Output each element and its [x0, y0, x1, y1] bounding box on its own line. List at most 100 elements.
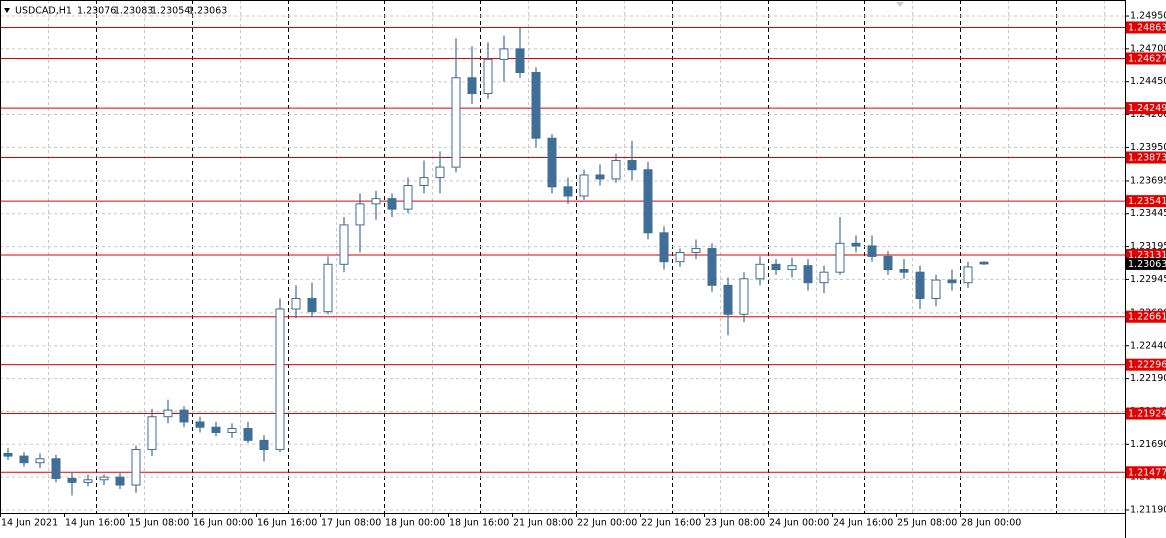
- level-label: 1.21477: [1128, 467, 1166, 478]
- candle-body: [611, 160, 621, 180]
- level-tag: [1126, 52, 1166, 65]
- x-tick-label: 21 Jun 08:00: [513, 518, 573, 529]
- price-label: 1.23063: [1128, 259, 1166, 270]
- y-tick-label: 1.23950: [1130, 142, 1166, 153]
- level-label: 1.24863: [1128, 22, 1166, 33]
- candle-body: [371, 198, 381, 205]
- shift-marker: [896, 2, 904, 7]
- y-tick-label: 1.23195: [1130, 241, 1166, 252]
- x-tick-label: 16 Jun 00:00: [193, 518, 253, 529]
- x-tick-label: 23 Jun 08:00: [705, 518, 765, 529]
- candle-body: [83, 479, 93, 483]
- level-label: 1.23541: [1128, 196, 1166, 207]
- level-tag: [1126, 407, 1166, 420]
- candle-body: [307, 297, 317, 313]
- menu-arrow[interactable]: [4, 8, 10, 13]
- candle-body: [579, 174, 589, 197]
- header-low: 1.23054: [151, 6, 190, 17]
- header-high: 1.23083: [114, 6, 153, 17]
- level-tag: [1126, 102, 1166, 115]
- candle-body: [723, 284, 733, 315]
- candle-body: [419, 177, 429, 186]
- y-tick-label: 1.24700: [1130, 43, 1166, 54]
- candle-body: [627, 160, 637, 171]
- x-tick-label: 15 Jun 08:00: [129, 518, 189, 529]
- candle-body: [531, 72, 541, 139]
- candle-body: [819, 271, 829, 284]
- candle-body: [259, 439, 269, 451]
- candle-body: [147, 416, 157, 451]
- candle-body: [179, 409, 189, 423]
- candle-body: [195, 421, 205, 428]
- x-tick-label: 24 Jun 00:00: [769, 518, 829, 529]
- chart-title: USDCAD,H1: [15, 6, 72, 17]
- candle-body: [563, 186, 573, 197]
- candle-body: [99, 476, 109, 481]
- candle-body: [227, 428, 237, 433]
- level-label: 1.22296: [1128, 360, 1166, 371]
- x-tick-label: 18 Jun 00:00: [385, 518, 445, 529]
- candle-body: [387, 198, 397, 210]
- y-tick-label: 1.22190: [1130, 373, 1166, 384]
- candle-body: [467, 77, 477, 95]
- level-tag: [1126, 358, 1166, 371]
- x-tick-label: 24 Jun 16:00: [833, 518, 893, 529]
- x-tick-label: 22 Jun 16:00: [641, 518, 701, 529]
- y-tick-label: 1.23445: [1130, 208, 1166, 219]
- x-tick-label: 25 Jun 08:00: [897, 518, 957, 529]
- level-label: 1.24249: [1128, 103, 1166, 114]
- candle-body: [243, 428, 253, 441]
- y-tick-label: 1.21690: [1130, 439, 1166, 450]
- level-label: 1.23873: [1128, 153, 1166, 164]
- candle-body: [339, 224, 349, 265]
- y-tick-label: 1.22945: [1130, 274, 1166, 285]
- candle-body: [131, 449, 141, 486]
- grid-layer: [0, 0, 1125, 513]
- candle-body: [867, 245, 877, 257]
- axis-layer: 1.24950 1.24700 1.24450 1.24200 1.23950 1.236…: [0, 11, 1166, 529]
- candle-body: [67, 477, 77, 483]
- x-tick-label: 22 Jun 00:00: [577, 518, 637, 529]
- y-tick-label: 1.21190: [1130, 504, 1166, 515]
- candle-body: [547, 137, 557, 188]
- candle-body: [675, 251, 685, 263]
- candle-body: [275, 308, 285, 451]
- candle-body: [659, 232, 669, 263]
- candle-body: [691, 248, 701, 253]
- candle-body: [915, 271, 925, 299]
- level-tag: [1126, 310, 1166, 323]
- candle-body: [755, 263, 765, 280]
- y-tick-label: 1.22440: [1130, 340, 1166, 351]
- candle-body: [803, 265, 813, 284]
- candle-body: [19, 455, 29, 464]
- candle-body: [499, 48, 509, 60]
- candle-body: [291, 297, 301, 310]
- levels-layer: [0, 26, 1125, 473]
- candle-body: [515, 48, 525, 74]
- level-label: 1.23131: [1128, 250, 1166, 261]
- x-tick-label: 14 Jun 16:00: [65, 518, 125, 529]
- level-tag: [1126, 466, 1166, 479]
- level-tag: [1126, 21, 1166, 34]
- y-tick-label: 1.24200: [1130, 109, 1166, 120]
- level-tag: [1126, 195, 1166, 208]
- y-tick-label: 1.24950: [1130, 11, 1166, 22]
- candle-body: [211, 426, 221, 433]
- candle-body: [3, 452, 13, 457]
- candle-body: [899, 269, 909, 273]
- x-tick-label: 28 Jun 00:00: [961, 518, 1021, 529]
- candle-body: [851, 242, 861, 247]
- candle-body: [403, 184, 413, 210]
- candle-body: [947, 279, 957, 284]
- header-close: 1.23063: [188, 6, 227, 17]
- candle-body: [35, 458, 45, 464]
- candle-body: [835, 242, 845, 273]
- candle-body: [51, 458, 61, 479]
- candle-body: [163, 409, 173, 418]
- x-tick-label: 16 Jun 16:00: [257, 518, 317, 529]
- candle-body: [963, 266, 973, 284]
- candles-layer: [3, 26, 989, 496]
- y-tick-label: 1.24450: [1130, 76, 1166, 87]
